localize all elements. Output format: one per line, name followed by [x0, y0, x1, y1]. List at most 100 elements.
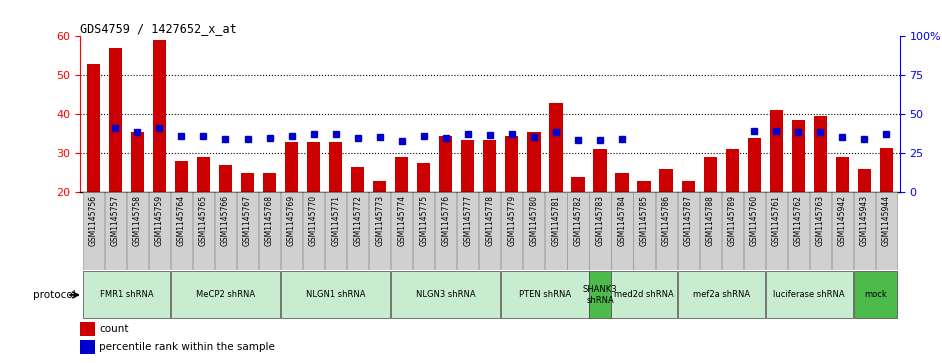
Text: GSM1145780: GSM1145780	[529, 195, 539, 246]
Bar	[237, 192, 258, 270]
Text: GSM1145763: GSM1145763	[816, 195, 825, 246]
Bar	[351, 167, 365, 192]
Bar	[656, 192, 676, 270]
Bar	[725, 150, 739, 192]
Bar	[439, 136, 452, 192]
Text: GSM1145761: GSM1145761	[771, 195, 781, 246]
Bar	[853, 192, 875, 270]
Bar	[880, 147, 893, 192]
Bar	[241, 173, 254, 192]
Bar	[369, 192, 390, 270]
Text: GSM1145784: GSM1145784	[618, 195, 626, 246]
Bar	[347, 192, 368, 270]
Bar	[462, 140, 475, 192]
Text: GSM1145788: GSM1145788	[706, 195, 715, 246]
Text: PTEN shRNA: PTEN shRNA	[519, 290, 571, 299]
Bar	[593, 150, 607, 192]
Bar	[766, 192, 787, 270]
Bar	[193, 192, 214, 270]
Bar	[391, 192, 413, 270]
Bar	[215, 192, 236, 270]
Text: GSM1145943: GSM1145943	[860, 195, 869, 246]
Bar	[853, 272, 897, 318]
Bar	[722, 192, 742, 270]
Bar	[590, 272, 610, 318]
Text: GSM1145942: GSM1145942	[837, 195, 847, 246]
Bar	[524, 192, 544, 270]
Bar	[770, 110, 783, 192]
Bar	[175, 161, 188, 192]
Bar	[505, 136, 518, 192]
Bar	[457, 192, 479, 270]
Text: GSM1145759: GSM1145759	[154, 195, 164, 246]
Bar	[149, 192, 170, 270]
Text: GSM1145781: GSM1145781	[551, 195, 560, 246]
Text: GSM1145772: GSM1145772	[353, 195, 362, 246]
Bar	[171, 192, 192, 270]
Bar	[83, 272, 170, 318]
Bar	[259, 192, 280, 270]
Text: GSM1145770: GSM1145770	[309, 195, 318, 246]
Bar	[391, 272, 500, 318]
Text: GSM1145785: GSM1145785	[640, 195, 648, 246]
Bar	[414, 192, 434, 270]
Bar	[858, 169, 871, 192]
Bar	[677, 192, 699, 270]
Bar	[479, 192, 500, 270]
Bar	[284, 142, 299, 192]
Bar	[197, 157, 210, 192]
Bar	[611, 272, 676, 318]
Text: GSM1145776: GSM1145776	[441, 195, 450, 246]
Bar	[659, 169, 673, 192]
Bar	[105, 192, 126, 270]
Text: GSM1145789: GSM1145789	[727, 195, 737, 246]
Text: GSM1145765: GSM1145765	[199, 195, 208, 246]
Bar	[791, 120, 804, 192]
Bar	[87, 64, 100, 192]
Text: protocol: protocol	[33, 290, 75, 300]
Bar	[590, 192, 610, 270]
Bar	[108, 48, 122, 192]
Text: GSM1145768: GSM1145768	[265, 195, 274, 246]
Text: FMR1 shRNA: FMR1 shRNA	[100, 290, 154, 299]
Text: GSM1145758: GSM1145758	[133, 195, 142, 246]
Bar	[329, 142, 342, 192]
Bar	[567, 192, 589, 270]
Bar	[611, 192, 633, 270]
Bar	[171, 272, 280, 318]
Text: GSM1145762: GSM1145762	[794, 195, 803, 246]
Text: GSM1145786: GSM1145786	[661, 195, 671, 246]
Bar	[704, 157, 717, 192]
Bar	[80, 340, 95, 354]
Bar	[483, 140, 496, 192]
Bar	[810, 192, 831, 270]
Bar	[373, 181, 386, 192]
Bar	[766, 272, 853, 318]
Text: mock: mock	[864, 290, 886, 299]
Text: GSM1145778: GSM1145778	[485, 195, 495, 246]
Text: GSM1145760: GSM1145760	[750, 195, 758, 246]
Text: GDS4759 / 1427652_x_at: GDS4759 / 1427652_x_at	[80, 22, 236, 35]
Bar	[832, 192, 853, 270]
Bar	[307, 142, 320, 192]
Bar	[435, 192, 456, 270]
Bar	[748, 138, 761, 192]
Text: count: count	[99, 324, 128, 334]
Bar	[528, 132, 541, 192]
Text: GSM1145767: GSM1145767	[243, 195, 252, 246]
Bar	[814, 116, 827, 192]
Text: SHANK3
shRNA: SHANK3 shRNA	[583, 285, 617, 305]
Text: GSM1145773: GSM1145773	[375, 195, 384, 246]
Bar	[681, 181, 694, 192]
Text: GSM1145777: GSM1145777	[463, 195, 472, 246]
Bar	[80, 322, 95, 336]
Bar	[545, 192, 566, 270]
Text: luciferase shRNA: luciferase shRNA	[773, 290, 845, 299]
Text: GSM1145787: GSM1145787	[684, 195, 692, 246]
Text: GSM1145756: GSM1145756	[89, 195, 98, 246]
Bar	[501, 272, 589, 318]
Bar	[638, 181, 651, 192]
Text: GSM1145757: GSM1145757	[111, 195, 120, 246]
Bar	[127, 192, 148, 270]
Bar	[633, 192, 655, 270]
